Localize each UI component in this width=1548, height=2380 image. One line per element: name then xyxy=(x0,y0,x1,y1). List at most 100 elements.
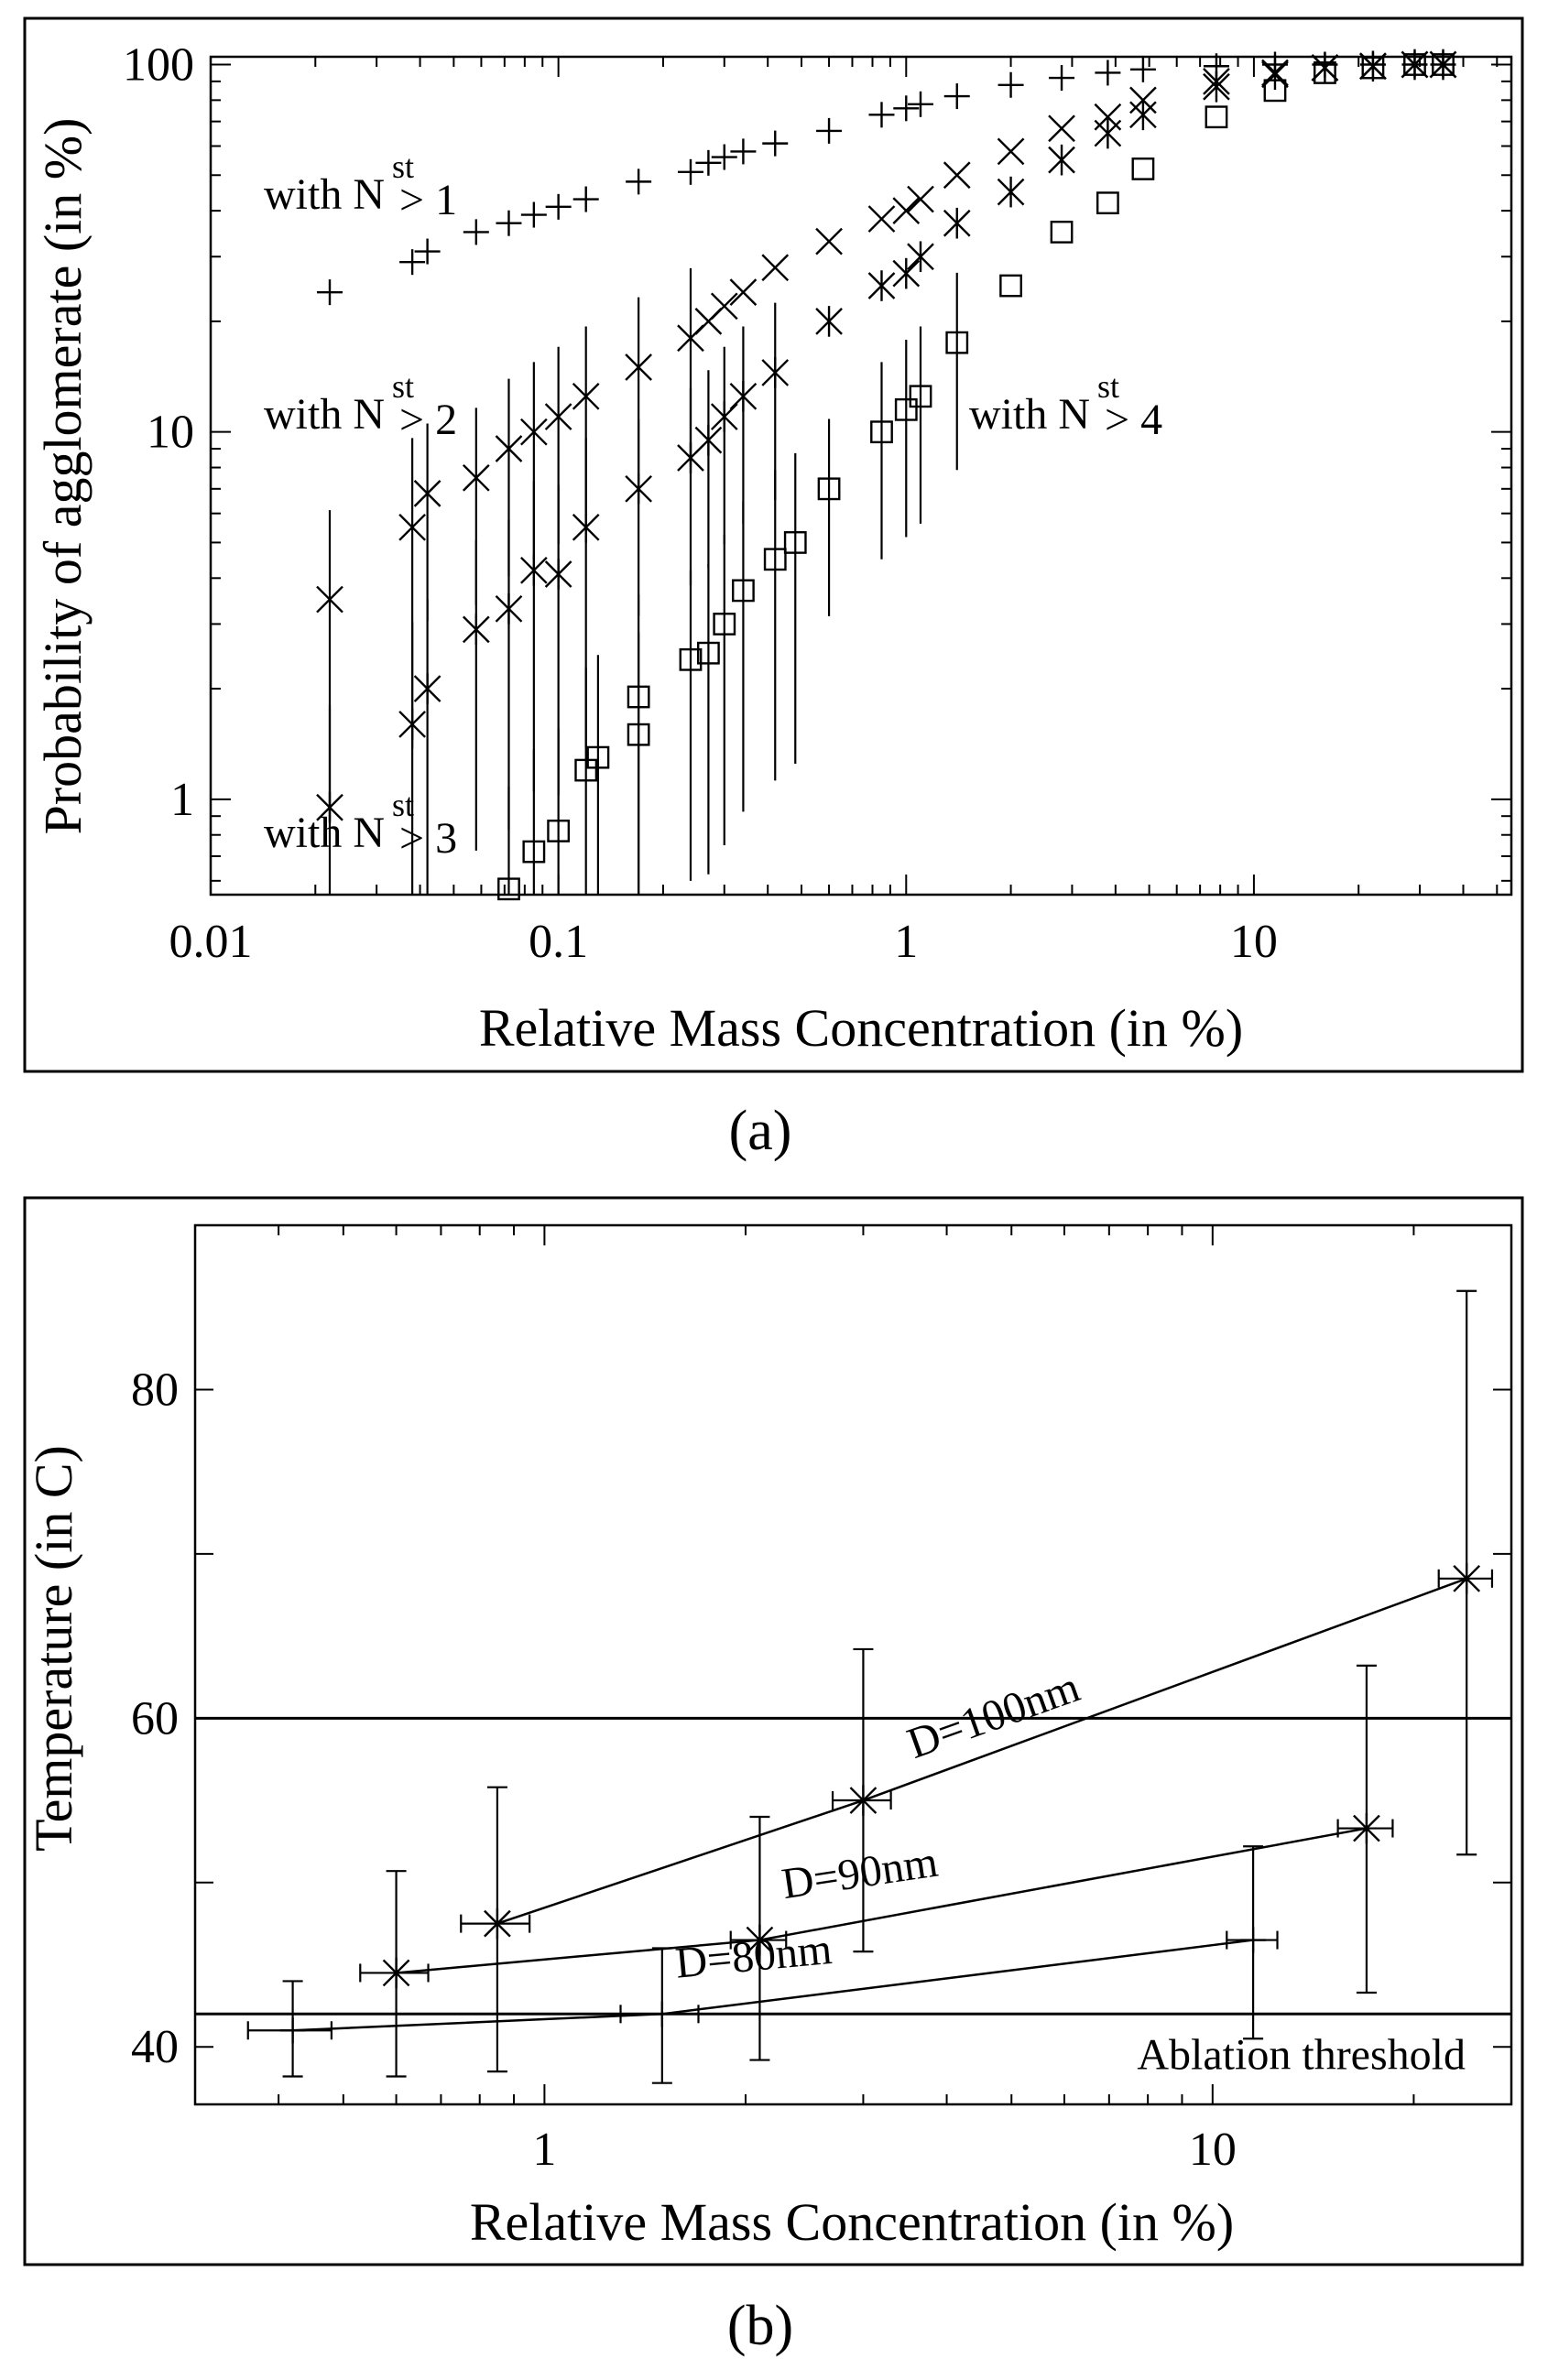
a-point-x xyxy=(398,513,426,541)
a-point-star xyxy=(694,424,723,456)
a-series-label-threshold: > 3 xyxy=(399,814,457,863)
a-point-star xyxy=(1203,71,1230,103)
a-point-plus xyxy=(868,102,895,128)
a-point-star xyxy=(1094,117,1122,149)
a-point-plus xyxy=(414,238,441,265)
b-point-star xyxy=(1453,1562,1481,1594)
a-point-square xyxy=(497,877,520,901)
a-series-label: with N xyxy=(969,390,1090,439)
b-series-line xyxy=(496,1577,1467,1925)
b-point-star xyxy=(484,1907,511,1940)
panel-b-error-bars xyxy=(246,1289,1494,2084)
a-point-star xyxy=(462,614,490,646)
a-point-plus xyxy=(520,201,547,228)
panel-b-ticks: 1 10 40 60 80 xyxy=(131,1224,1511,2176)
a-point-square xyxy=(999,274,1022,298)
a-point-square xyxy=(1131,158,1155,180)
a-point-square xyxy=(547,820,571,842)
a-point-x xyxy=(544,403,572,430)
a-point-square xyxy=(1263,79,1287,103)
a-point-square xyxy=(783,531,807,554)
a-point-x xyxy=(625,353,652,381)
a-point-x xyxy=(907,185,934,213)
b-point-plus xyxy=(1240,1927,1267,1953)
b-point-star xyxy=(746,1924,774,1956)
a-point-plus xyxy=(943,83,970,110)
a-series-label-threshold: > 2 xyxy=(399,396,457,444)
b-y-tick-label: 80 xyxy=(131,1364,179,1416)
a-point-plus xyxy=(1095,60,1121,86)
b-point-star xyxy=(1353,1812,1380,1844)
a-point-x xyxy=(1048,114,1075,143)
a-point-plus xyxy=(762,130,789,157)
a-point-star xyxy=(892,257,921,289)
a-point-plus xyxy=(730,138,757,165)
a-point-star xyxy=(943,207,971,239)
a-point-star xyxy=(867,270,896,301)
a-point-star xyxy=(413,673,442,704)
a-series-label: with N xyxy=(264,390,385,439)
a-point-square xyxy=(1361,56,1385,80)
a-point-square xyxy=(1314,61,1336,84)
a-point-square xyxy=(817,477,841,501)
a-point-x xyxy=(892,197,921,224)
a-point-plus xyxy=(677,158,703,185)
a-y-tick-label: 1 xyxy=(170,774,194,826)
a-point-star xyxy=(1048,144,1075,176)
panel-b-y-axis-label: Temperature (in C) xyxy=(24,1445,83,1852)
a-point-star xyxy=(572,512,600,543)
panel-a-frame xyxy=(23,16,1524,1073)
panel-b-plot-area xyxy=(193,1223,1513,2106)
panel-b-frame xyxy=(23,1196,1524,2266)
panel-b-x-axis-label: Relative Mass Concentration (in %) xyxy=(470,2192,1234,2252)
a-point-x xyxy=(729,278,758,306)
a-series-label: with N xyxy=(264,809,385,857)
a-point-square xyxy=(945,331,969,354)
a-point-square xyxy=(763,548,787,571)
a-point-square xyxy=(627,723,650,746)
a-point-star xyxy=(316,791,343,823)
a-point-star xyxy=(1311,52,1339,83)
a-point-plus xyxy=(496,210,522,236)
a-x-tick-label: 10 xyxy=(1230,916,1278,968)
a-x-tick-label: 0.01 xyxy=(169,916,253,968)
a-point-square xyxy=(1205,105,1228,129)
a-point-square xyxy=(1432,53,1455,76)
panel-b-markers xyxy=(279,1562,1481,2044)
panel-b-series-lines xyxy=(292,1577,1467,2032)
a-point-x xyxy=(519,418,548,446)
a-point-x xyxy=(867,205,896,233)
panel-a-markers xyxy=(316,49,1457,901)
panel-a-y-axis-label: Probability of agglomerate (in %) xyxy=(33,118,93,835)
b-series-label: D=90nm xyxy=(779,1838,941,1909)
a-point-square xyxy=(697,641,720,665)
a-point-plus xyxy=(711,144,737,170)
a-point-square xyxy=(870,420,893,444)
b-x-tick-label: 1 xyxy=(532,2124,556,2176)
a-point-square xyxy=(522,840,546,864)
a-point-x xyxy=(462,463,490,492)
b-y-tick-label: 60 xyxy=(131,1692,179,1744)
a-point-plus xyxy=(545,193,572,220)
a-point-plus xyxy=(316,279,343,306)
panel-a-plot-area xyxy=(209,55,1513,897)
a-point-star xyxy=(495,593,523,625)
a-point-square xyxy=(1096,191,1119,215)
a-point-plus xyxy=(463,219,489,245)
a-y-tick-label: 100 xyxy=(123,39,194,92)
b-series-label: D=80nm xyxy=(673,1925,834,1988)
b-y-tick-label: 40 xyxy=(131,2021,179,2073)
a-x-tick-label: 1 xyxy=(894,916,918,968)
a-point-square xyxy=(574,758,598,782)
a-point-plus xyxy=(816,117,843,144)
panel-a-error-bars xyxy=(328,267,958,895)
a-point-square xyxy=(909,385,932,408)
a-point-star xyxy=(907,241,934,273)
b-point-star xyxy=(849,1785,878,1816)
a-series-label-threshold: > 1 xyxy=(399,176,457,224)
a-point-star xyxy=(761,357,790,388)
panel-a-caption: (a) xyxy=(729,1100,792,1162)
